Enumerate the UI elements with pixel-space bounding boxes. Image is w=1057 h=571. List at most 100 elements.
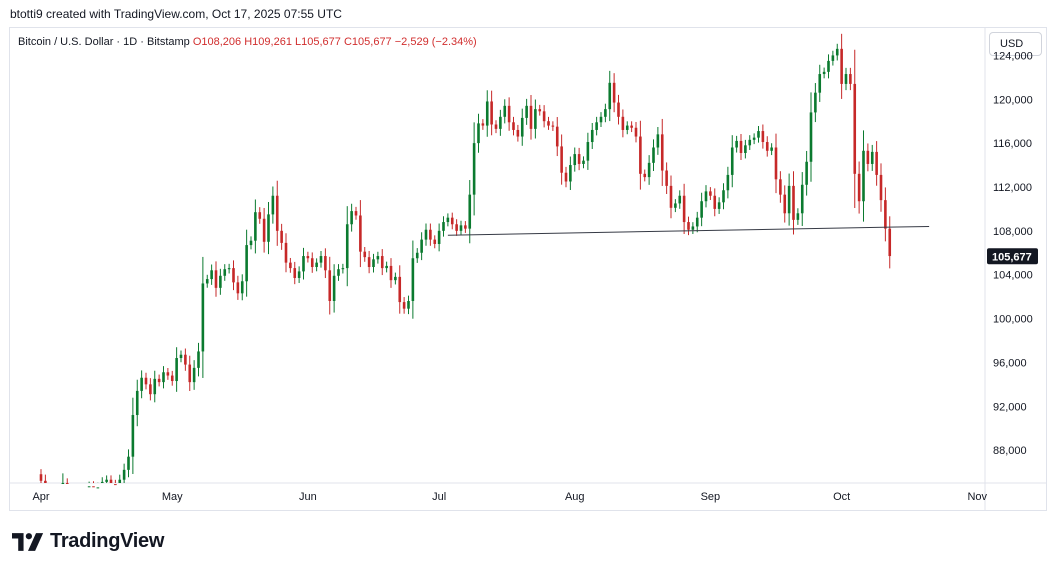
candle-body <box>796 213 800 220</box>
candle-body <box>477 123 480 144</box>
candle-body <box>586 142 590 161</box>
candle-body <box>870 151 874 164</box>
candle-body <box>376 256 380 260</box>
candle-body <box>275 195 279 231</box>
candle-body <box>525 105 528 118</box>
candle-body <box>407 301 410 309</box>
candle-body <box>512 122 515 130</box>
candle-body <box>590 129 594 143</box>
candle-body <box>297 271 301 278</box>
candle-body <box>643 173 647 178</box>
candle-body <box>809 112 813 162</box>
candle-body <box>359 215 362 252</box>
candle-body <box>625 125 629 130</box>
candle-body <box>372 259 375 268</box>
candle-body <box>254 212 257 241</box>
candle-body <box>722 190 725 203</box>
y-tick-label: 116,000 <box>993 138 1032 150</box>
candle-body <box>258 212 262 219</box>
candle-body <box>267 214 270 242</box>
candle-body <box>888 228 892 257</box>
candle-body <box>433 239 437 244</box>
candle-body <box>695 217 699 227</box>
candle-body <box>678 195 682 204</box>
tradingview-brand: TradingView <box>50 530 165 552</box>
candle-body <box>122 469 126 480</box>
candle-body <box>345 224 349 269</box>
candle-body <box>569 165 572 182</box>
candle-body <box>337 269 340 276</box>
candle-body <box>604 109 607 117</box>
candle-body <box>879 174 883 201</box>
candle-body <box>853 83 857 174</box>
candle-body <box>551 125 555 127</box>
y-tick-label: 112,000 <box>993 182 1032 194</box>
candle-body <box>455 224 458 231</box>
candle-body <box>779 179 782 195</box>
x-tick-label: Jul <box>432 491 446 503</box>
last-price-label: 105,677 <box>992 251 1032 263</box>
candle-body <box>324 256 327 271</box>
candle-body <box>380 256 384 269</box>
y-tick-label: 96,000 <box>993 357 1027 369</box>
candle-body <box>262 218 266 242</box>
candle-body <box>109 479 113 483</box>
candle-body <box>752 137 756 140</box>
candle-body <box>757 131 760 138</box>
candle-body <box>105 479 108 482</box>
candle-body <box>118 479 122 483</box>
candle-body <box>682 195 686 223</box>
candle-body <box>827 60 830 72</box>
candle-body <box>446 217 450 223</box>
candle-body <box>367 257 371 268</box>
candle-body <box>862 150 865 202</box>
candle-body <box>245 245 248 282</box>
candle-body <box>328 270 332 301</box>
candle-body <box>100 481 104 483</box>
candle-body <box>529 105 533 129</box>
candle-body <box>144 377 148 385</box>
y-tick-label: 88,000 <box>993 445 1027 457</box>
candle-body <box>538 109 542 112</box>
candle-body <box>92 486 95 488</box>
candle-body <box>87 486 91 488</box>
currency-button[interactable]: USD <box>989 32 1042 56</box>
candle-body <box>210 270 213 280</box>
candle-body <box>140 377 143 391</box>
chart-credit: btotti9 created with TradingView.com, Oc… <box>10 7 342 21</box>
candle-body <box>800 184 804 214</box>
candle-body <box>875 151 878 175</box>
candle-body <box>271 195 275 215</box>
candle-body <box>669 185 673 208</box>
x-tick-label: May <box>162 491 183 503</box>
candle-body <box>647 162 651 178</box>
candle-body <box>135 390 139 416</box>
candle-body <box>442 222 445 231</box>
candle-body <box>520 117 524 137</box>
candle-body <box>884 200 887 229</box>
candle-body <box>184 354 187 365</box>
candle-body <box>770 147 773 151</box>
candle-body <box>761 131 765 143</box>
candle-body <box>494 124 498 129</box>
candle-body <box>415 252 419 259</box>
candle-body <box>787 185 791 214</box>
candle-body <box>424 229 428 240</box>
candle-body <box>179 354 183 359</box>
candle-body <box>240 281 244 294</box>
chart-frame <box>9 27 1047 511</box>
candle-body <box>39 474 43 481</box>
candle-body <box>547 121 550 126</box>
candle-body <box>61 483 65 484</box>
candle-body <box>665 170 668 186</box>
legend-close: C105,677 <box>343 36 392 48</box>
y-tick-label: 124,000 <box>993 50 1033 62</box>
candle-body <box>490 101 493 125</box>
candle-body <box>573 154 577 166</box>
y-tick-label: 104,000 <box>993 270 1033 282</box>
candle-body <box>639 136 642 174</box>
candle-body <box>472 143 476 195</box>
candle-body <box>857 173 861 202</box>
candle-body <box>96 487 100 489</box>
